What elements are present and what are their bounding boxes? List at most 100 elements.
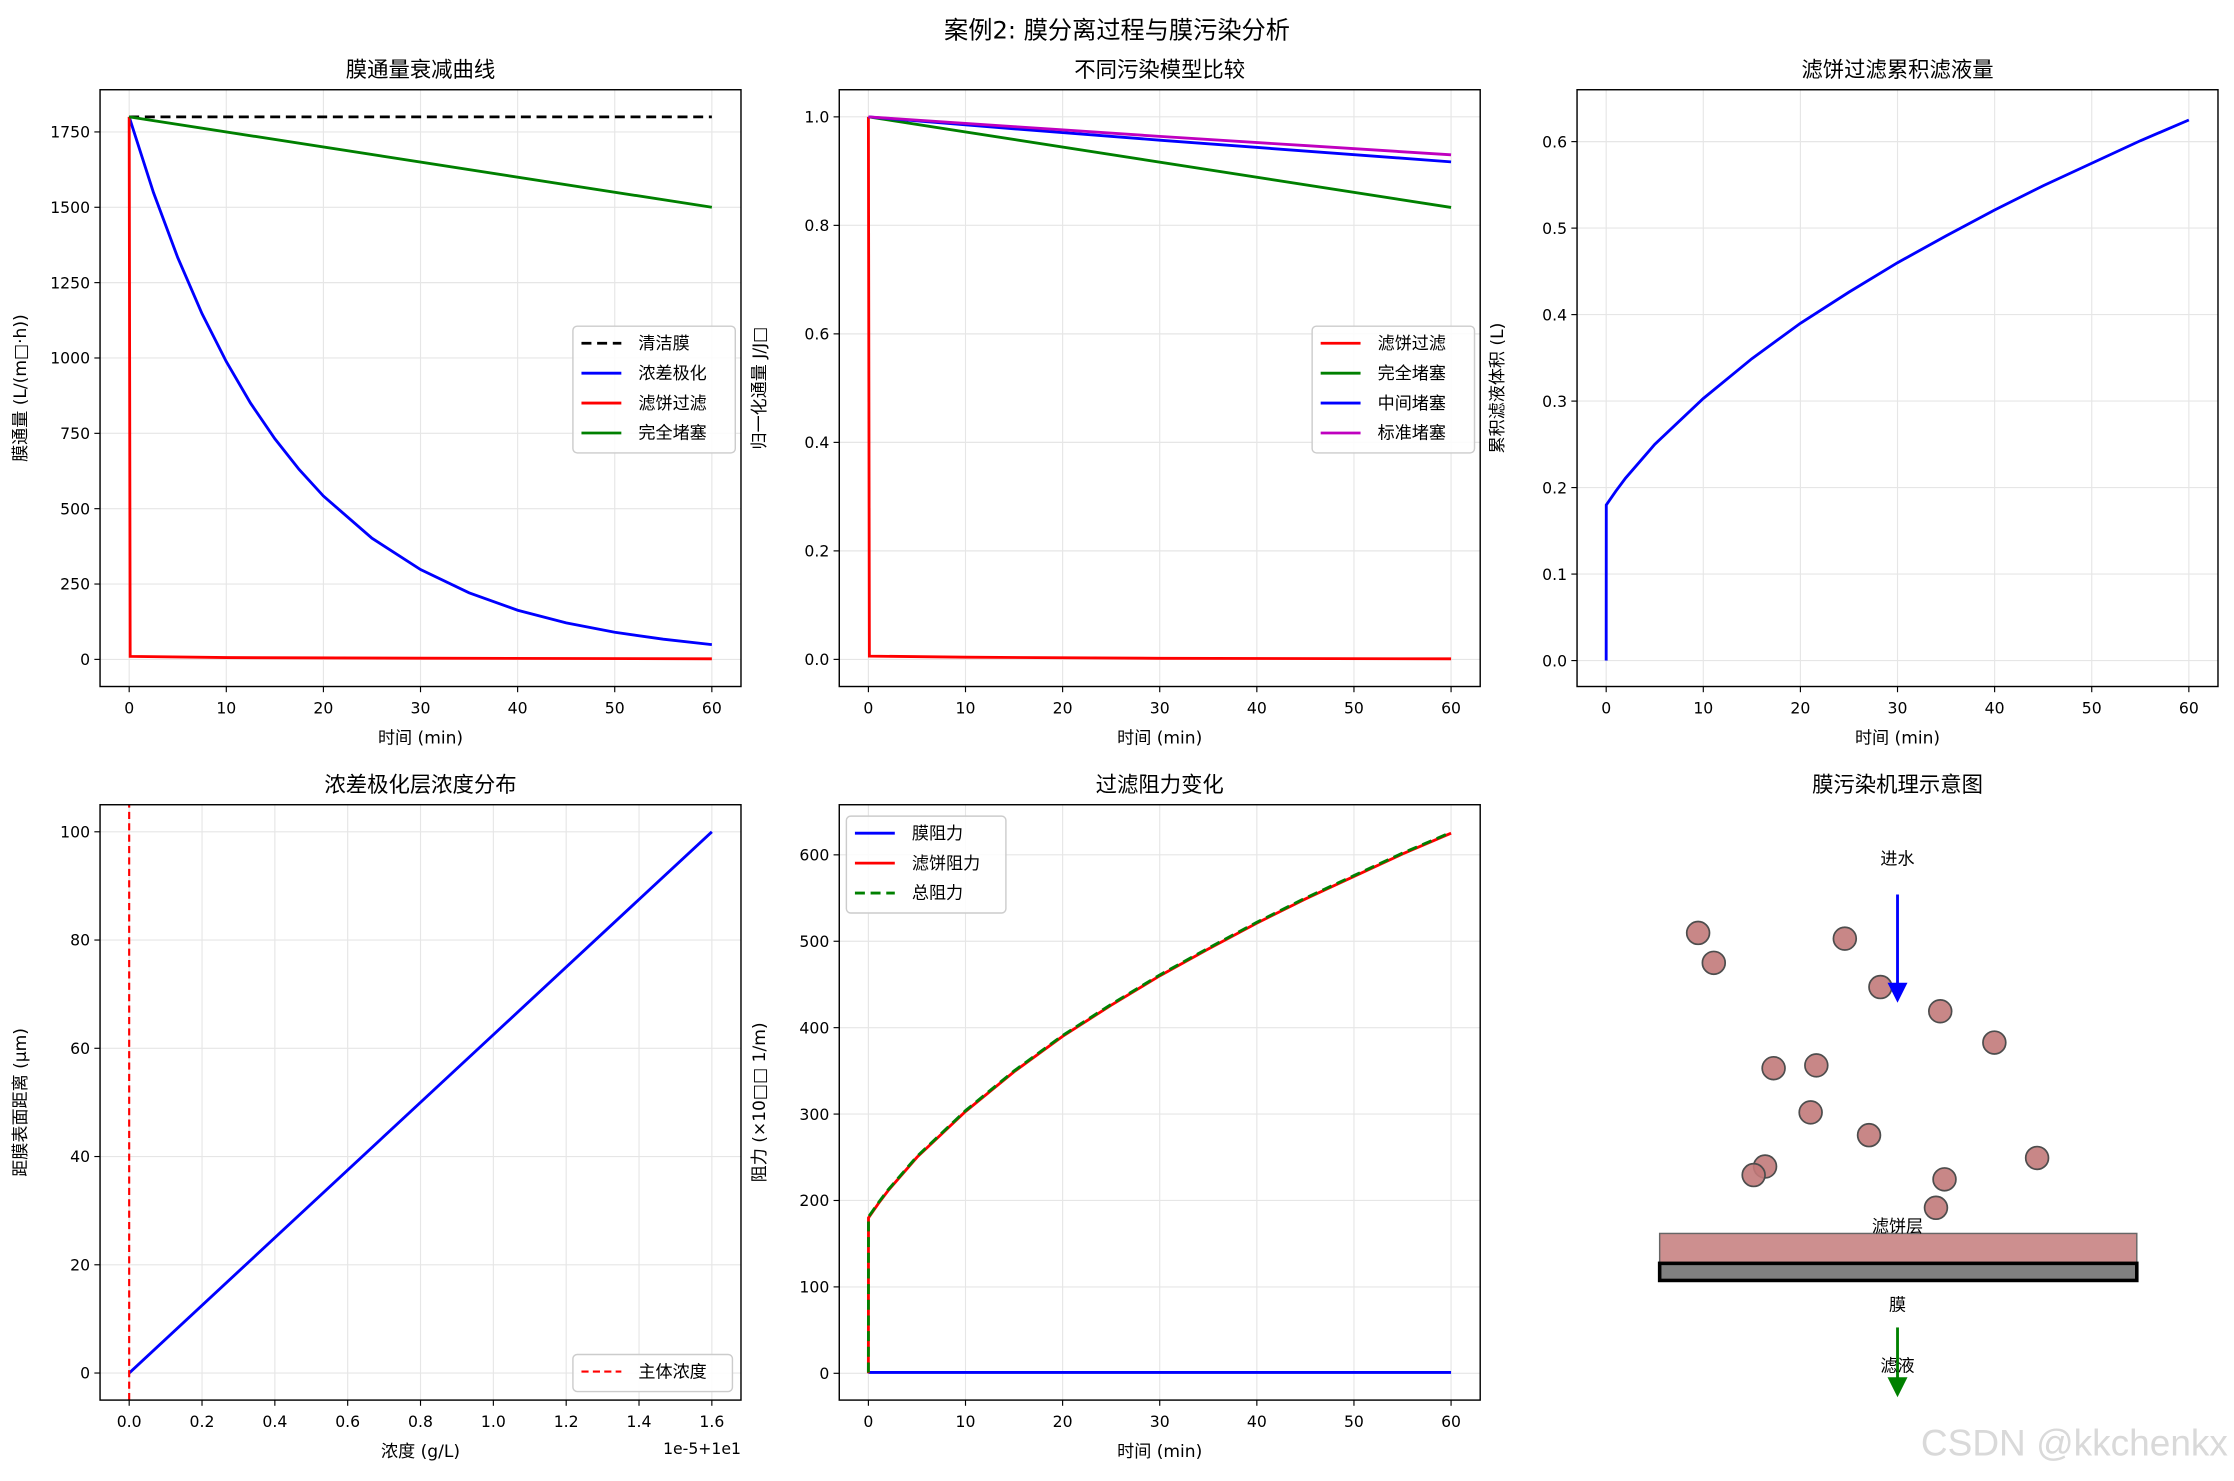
legend: 主体浓度 <box>572 1353 734 1393</box>
axes-frame <box>838 804 1481 1401</box>
x-axis-label: 浓度 (g/L) <box>381 1442 460 1462</box>
chart-panel-3: 0 10 20 30 40 50 60 0.0 0.1 0.2 0.3 0.4 0.5 0.6 滤饼过滤累积… <box>1488 58 2219 748</box>
y-tick-label: 0.1 <box>1542 565 1567 584</box>
feed-label: 进水 <box>1880 850 1914 870</box>
legend-label: 滤饼过滤 <box>1378 334 1446 354</box>
chart-panel-2: 0 10 20 30 40 50 60 0.0 0.2 0.4 0.6 0.8 1.0 不同污染模型比较时… <box>750 58 1481 748</box>
x-tick-label: 40 <box>1247 1412 1267 1431</box>
chart-title: 膜通量衰减曲线 <box>346 58 496 83</box>
axes-frame <box>838 89 1481 688</box>
particle <box>1982 1030 2007 1055</box>
y-tick-label: 0.3 <box>1542 392 1567 411</box>
membrane-label: 膜 <box>1889 1295 1906 1315</box>
x-tick-label: 0.4 <box>262 1412 287 1431</box>
legend-label: 滤饼阻力 <box>912 854 980 874</box>
x-axis-label: 时间 (min) <box>1855 728 1940 748</box>
y-tick-label: 300 <box>799 1105 829 1124</box>
schematic-title: 膜污染机理示意图 <box>1812 773 1983 798</box>
y-tick-label: 100 <box>60 822 90 841</box>
legend-label: 总阻力 <box>912 884 963 904</box>
cake-label: 滤饼层 <box>1872 1217 1923 1237</box>
x-tick-label: 60 <box>2179 699 2199 718</box>
y-tick-label: 0.0 <box>804 650 829 669</box>
figure-suptitle: 案例2: 膜分离过程与膜污染分析 <box>944 16 1290 44</box>
y-tick-label: 0.6 <box>804 325 829 344</box>
legend-frame <box>572 1353 734 1393</box>
y-tick-label: 500 <box>60 499 90 518</box>
y-tick-label: 80 <box>70 931 90 950</box>
chart-panel-5: 0 10 20 30 40 50 600100200300400500600过滤阻力变化时间… <box>750 773 1481 1462</box>
y-tick-label: 20 <box>70 1255 90 1274</box>
x-tick-label: 0 <box>863 699 873 718</box>
y-tick-label: 0.6 <box>1542 132 1567 151</box>
series-line-series-1 <box>1604 118 2190 661</box>
y-axis-label: 累积滤液体积 (L) <box>1488 323 1508 454</box>
watermark: CSDN @kkchenkx <box>1921 1422 2229 1464</box>
y-tick-label: 100 <box>799 1278 829 1297</box>
legend-label: 膜阻力 <box>912 824 963 844</box>
x-tick-label: 40 <box>508 699 528 718</box>
y-tick-label: 0 <box>80 1364 90 1383</box>
x-tick-label: 50 <box>1344 699 1364 718</box>
y-tick-label: 0.2 <box>1542 478 1567 497</box>
series-line-滤饼过滤 <box>127 116 712 661</box>
chart-title: 不同污染模型比较 <box>1074 58 1245 83</box>
y-tick-label: 1250 <box>50 273 90 292</box>
x-tick-label: 50 <box>2082 699 2102 718</box>
series-line-总阻力 <box>866 831 1452 1373</box>
series-line-滤饼过滤 <box>866 116 1452 661</box>
x-axis-label: 时间 (min) <box>1117 1442 1202 1462</box>
y-tick-label: 750 <box>60 424 90 443</box>
x-tick-label: 0.8 <box>408 1412 433 1431</box>
fouling-schematic: 膜污染机理示意图 进水 滤饼层 膜 滤液 <box>1657 773 2139 1398</box>
y-tick-label: 0 <box>80 650 90 669</box>
particle <box>2024 1145 2050 1171</box>
legend-label: 完全堵塞 <box>1378 364 1446 384</box>
x-tick-label: 0.6 <box>335 1412 360 1431</box>
y-tick-label: 60 <box>70 1039 90 1058</box>
series-line-series-1 <box>128 830 713 1375</box>
legend-label: 中间堵塞 <box>1378 394 1446 414</box>
x-tick-label: 30 <box>411 699 431 718</box>
x-tick-label: 30 <box>1150 1412 1170 1431</box>
x-offset-label: 1e-5+1e1 <box>663 1439 741 1458</box>
chart-title: 浓差极化层浓度分布 <box>324 773 516 798</box>
x-tick-label: 60 <box>1441 699 1461 718</box>
y-tick-label: 250 <box>60 575 90 594</box>
y-tick-label: 0.4 <box>1542 305 1567 324</box>
y-tick-label: 200 <box>799 1191 829 1210</box>
x-tick-label: 20 <box>1053 699 1073 718</box>
y-tick-label: 1000 <box>50 349 90 368</box>
particle <box>1761 1055 1786 1081</box>
x-axis-label: 时间 (min) <box>378 728 463 748</box>
axes-frame <box>99 804 742 1401</box>
x-axis-label: 时间 (min) <box>1117 728 1202 748</box>
particle <box>1741 1162 1766 1188</box>
chart-title: 过滤阻力变化 <box>1096 773 1224 798</box>
x-tick-label: 10 <box>216 699 236 718</box>
y-axis-label: 距膜表面距离 (μm) <box>11 1028 31 1177</box>
y-tick-label: 40 <box>70 1147 90 1166</box>
x-tick-label: 10 <box>956 699 976 718</box>
series-line-标准堵塞 <box>868 115 1452 157</box>
particle <box>1856 1122 1882 1148</box>
particle <box>1804 1053 1829 1078</box>
axes-frame <box>1576 89 2219 688</box>
y-tick-label: 1.0 <box>804 108 829 127</box>
permeate-label: 滤液 <box>1880 1357 1914 1377</box>
feed-arrowhead-icon <box>1887 982 1908 1003</box>
y-axis-label: 阻力 (×10□□ 1/m) <box>750 1022 770 1182</box>
x-tick-label: 0.0 <box>117 1412 142 1431</box>
y-tick-label: 500 <box>799 932 829 951</box>
particle <box>1832 926 1858 951</box>
x-tick-label: 60 <box>702 699 722 718</box>
x-tick-label: 1.6 <box>699 1412 724 1431</box>
x-tick-label: 40 <box>1247 699 1267 718</box>
x-tick-label: 10 <box>1693 699 1713 718</box>
series-line-完全堵塞 <box>128 115 713 209</box>
y-tick-label: 0.5 <box>1542 219 1567 238</box>
x-tick-label: 1.0 <box>481 1412 506 1431</box>
